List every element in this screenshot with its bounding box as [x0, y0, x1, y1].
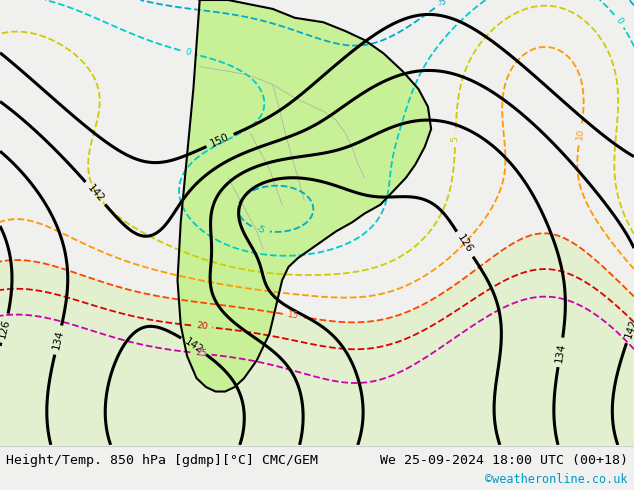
Text: 134: 134 — [51, 329, 65, 351]
Text: -5: -5 — [255, 224, 266, 235]
Text: 126: 126 — [455, 233, 474, 255]
Text: 15: 15 — [287, 310, 300, 321]
Text: -5: -5 — [436, 0, 449, 8]
Text: 134: 134 — [554, 342, 567, 363]
Text: 150: 150 — [209, 132, 231, 149]
Text: 20: 20 — [196, 321, 208, 332]
Text: 142: 142 — [623, 318, 634, 340]
Text: 25: 25 — [195, 348, 207, 359]
Text: We 25-09-2024 18:00 UTC (00+18): We 25-09-2024 18:00 UTC (00+18) — [380, 454, 628, 467]
Text: 10: 10 — [575, 127, 586, 140]
Text: 0: 0 — [184, 48, 192, 57]
Text: ©weatheronline.co.uk: ©weatheronline.co.uk — [485, 473, 628, 487]
Text: 5: 5 — [451, 136, 460, 143]
Polygon shape — [178, 0, 431, 392]
Text: 142: 142 — [85, 182, 106, 204]
Text: 142: 142 — [183, 337, 205, 356]
Text: 126: 126 — [0, 318, 12, 339]
Text: Height/Temp. 850 hPa [gdmp][°C] CMC/GEM: Height/Temp. 850 hPa [gdmp][°C] CMC/GEM — [6, 454, 318, 467]
Text: 0: 0 — [614, 16, 624, 26]
